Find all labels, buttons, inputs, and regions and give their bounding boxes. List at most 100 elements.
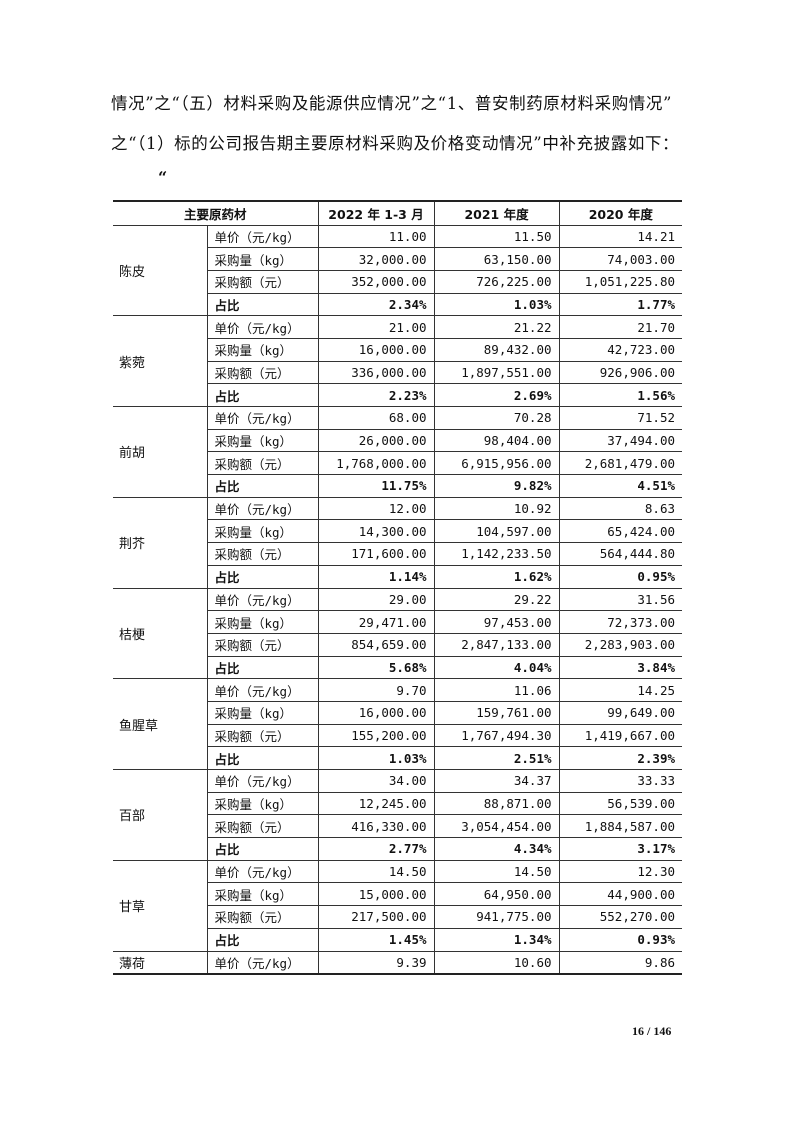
material-name: 桔梗 <box>113 587 208 680</box>
value-cell: 1,142,233.50 <box>433 542 560 566</box>
metric-label: 采购量（kg） <box>207 247 319 271</box>
value-cell: 12.00 <box>317 496 435 521</box>
value-cell: 1.77% <box>558 292 683 317</box>
value-cell: 352,000.00 <box>317 269 435 294</box>
metric-label: 单价（元/kg） <box>206 678 319 702</box>
metric-label: 单价（元/kg） <box>206 859 319 884</box>
value-cell: 14.50 <box>433 859 560 884</box>
table-row: 占比 2.23% 2.69% 1.56% <box>113 383 683 407</box>
value-cell: 2,847,133.00 <box>433 632 560 657</box>
value-cell: 70.28 <box>433 406 560 430</box>
value-cell: 98,404.00 <box>433 428 560 453</box>
table-row: 采购额（元） 854,659.00 2,847,133.00 2,283,903.00 <box>113 632 683 657</box>
value-cell: 42,723.00 <box>558 337 683 362</box>
page-number: 16 / 146 <box>632 1024 672 1038</box>
table-row: 采购额（元） 416,330.00 3,054,454.00 1,884,587.00 <box>113 814 683 839</box>
value-cell: 11.75% <box>317 474 435 498</box>
metric-label: 采购量（kg） <box>207 428 319 453</box>
table-row: 桔梗 单价（元/kg） 29.00 29.22 31.56 <box>113 587 683 680</box>
raw-material-purchase-table: 主要原药材 2022 年 1-3 月 2021 年度 2020 年度 陈皮 单价（… <box>113 200 683 975</box>
value-cell: 2.23% <box>317 383 435 407</box>
metric-label: 单价（元/kg） <box>206 496 319 521</box>
value-cell: 10.60 <box>433 950 560 975</box>
value-cell: 33.33 <box>558 769 683 793</box>
metric-label: 采购量（kg） <box>207 610 319 634</box>
value-cell: 14.21 <box>558 224 683 249</box>
value-cell: 9.86 <box>558 950 683 975</box>
table-row: 采购量（kg） 15,000.00 64,950.00 44,900.00 <box>113 882 683 907</box>
value-cell: 2.51% <box>433 746 560 770</box>
value-cell: 16,000.00 <box>317 337 435 362</box>
value-cell: 1.14% <box>317 564 435 589</box>
value-cell: 71.52 <box>558 406 683 430</box>
metric-label: 采购额（元） <box>207 632 319 657</box>
value-cell: 155,200.00 <box>317 723 435 748</box>
value-cell: 34.00 <box>317 769 435 793</box>
table-row: 鱼腥草 单价（元/kg） 9.70 11.06 14.25 <box>113 678 683 770</box>
table-row: 采购量（kg） 14,300.00 104,597.00 65,424.00 <box>113 519 683 544</box>
value-cell: 416,330.00 <box>317 814 435 839</box>
material-name: 鱼腥草 <box>113 678 208 770</box>
header-material: 主要原药材 <box>113 200 319 226</box>
value-cell: 941,775.00 <box>433 905 560 929</box>
table-row: 采购额（元） 171,600.00 1,142,233.50 564,444.80 <box>113 542 683 566</box>
value-cell: 21.00 <box>317 315 435 339</box>
table-row: 甘草 单价（元/kg） 14.50 14.50 12.30 <box>113 859 683 952</box>
value-cell: 4.51% <box>558 474 683 498</box>
metric-label: 采购额（元） <box>207 269 319 294</box>
metric-label: 采购额（元） <box>207 542 319 566</box>
value-cell: 29.22 <box>433 587 560 612</box>
value-cell: 21.70 <box>558 315 683 339</box>
value-cell: 11.06 <box>433 678 560 702</box>
table-row: 采购量（kg） 16,000.00 89,432.00 42,723.00 <box>113 337 683 362</box>
value-cell: 2,681,479.00 <box>558 451 683 476</box>
value-cell: 104,597.00 <box>433 519 560 544</box>
value-cell: 552,270.00 <box>558 905 683 929</box>
value-cell: 926,906.00 <box>558 360 683 385</box>
value-cell: 2,283,903.00 <box>558 632 683 657</box>
metric-label: 采购量（kg） <box>207 791 319 816</box>
metric-label: 占比 <box>207 746 319 770</box>
value-cell: 171,600.00 <box>317 542 435 566</box>
value-cell: 68.00 <box>317 406 435 430</box>
value-cell: 2.77% <box>317 837 435 861</box>
value-cell: 1,897,551.00 <box>433 360 560 385</box>
material-name: 百部 <box>113 769 208 861</box>
metric-label: 单价（元/kg） <box>206 406 319 430</box>
table-row: 百部 单价（元/kg） 34.00 34.37 33.33 <box>113 769 683 861</box>
value-cell: 14,300.00 <box>317 519 435 544</box>
value-cell: 217,500.00 <box>317 905 435 929</box>
header-2021: 2021 年度 <box>433 200 560 226</box>
metric-label: 占比 <box>207 655 319 680</box>
header-2020: 2020 年度 <box>558 200 683 226</box>
table-row: 占比 2.77% 4.34% 3.17% <box>113 837 683 861</box>
value-cell: 336,000.00 <box>317 360 435 385</box>
value-cell: 44,900.00 <box>558 882 683 907</box>
table-header-row: 主要原药材 2022 年 1-3 月 2021 年度 2020 年度 <box>113 200 683 226</box>
value-cell: 2.39% <box>558 746 683 770</box>
paragraph-line-2: 之“（1）标的公司报告期主要原材料采购及价格变动情况”中补充披露如下： <box>111 134 680 153</box>
metric-label: 采购额（元） <box>207 723 319 748</box>
value-cell: 1.34% <box>433 927 560 952</box>
table-row: 占比 2.34% 1.03% 1.77% <box>113 292 683 317</box>
material-name: 荆芥 <box>113 496 208 589</box>
material-name: 陈皮 <box>113 224 208 317</box>
value-cell: 29,471.00 <box>317 610 435 634</box>
value-cell: 26,000.00 <box>317 428 435 453</box>
value-cell: 0.95% <box>558 564 683 589</box>
value-cell: 72,373.00 <box>558 610 683 634</box>
table-row: 采购额（元） 1,768,000.00 6,915,956.00 2,681,479.… <box>113 451 683 476</box>
table-row: 陈皮 单价（元/kg） 11.00 11.50 14.21 <box>113 224 683 317</box>
value-cell: 65,424.00 <box>558 519 683 544</box>
value-cell: 11.00 <box>317 224 435 249</box>
metric-label: 单价（元/kg） <box>206 315 319 339</box>
value-cell: 1,051,225.80 <box>558 269 683 294</box>
value-cell: 1.45% <box>317 927 435 952</box>
value-cell: 10.92 <box>433 496 560 521</box>
value-cell: 88,871.00 <box>433 791 560 816</box>
value-cell: 159,761.00 <box>433 700 560 725</box>
metric-label: 占比 <box>207 383 319 407</box>
value-cell: 1,419,667.00 <box>558 723 683 748</box>
value-cell: 12.30 <box>558 859 683 884</box>
value-cell: 1.03% <box>317 746 435 770</box>
